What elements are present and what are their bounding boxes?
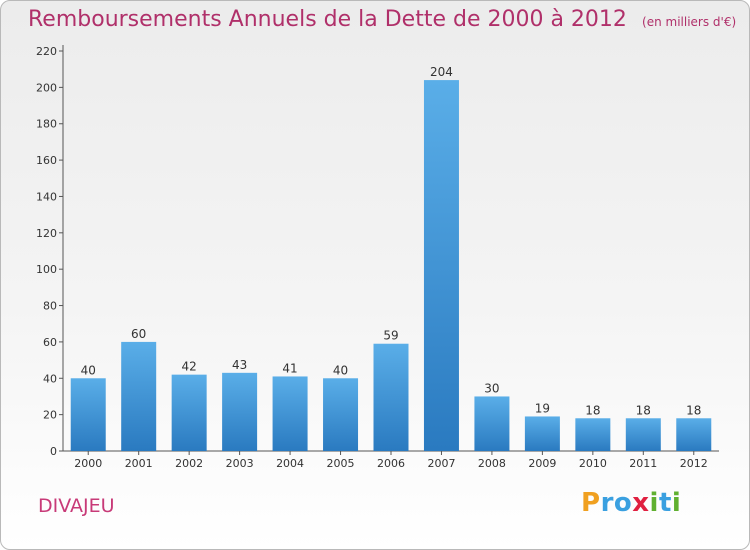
x-tick-label-2008: 2008 xyxy=(478,457,506,470)
y-tick-label: 200 xyxy=(36,81,57,94)
chart-unit: (en milliers d'€) xyxy=(642,15,737,29)
bar-2005 xyxy=(323,378,359,451)
x-tick-label-2012: 2012 xyxy=(680,457,708,470)
y-tick-label: 0 xyxy=(50,445,57,458)
x-tick-label-2004: 2004 xyxy=(276,457,304,470)
y-tick-label: 100 xyxy=(36,263,57,276)
y-tick-label: 40 xyxy=(43,372,57,385)
value-label-2008: 30 xyxy=(484,381,499,395)
value-label-2000: 40 xyxy=(81,363,96,377)
value-label-2012: 18 xyxy=(686,403,701,417)
bars xyxy=(70,80,712,451)
bar-2008 xyxy=(474,396,510,451)
x-tick-label-2010: 2010 xyxy=(579,457,607,470)
value-labels: 40 60 42 43 41 40 59 204 30 19 18 18 18 xyxy=(81,65,702,417)
y-tick-label: 20 xyxy=(43,409,57,422)
logo-letter: i xyxy=(649,488,659,518)
logo-letter: P xyxy=(581,488,601,518)
logo-letter: t xyxy=(658,488,672,518)
value-label-2011: 18 xyxy=(636,403,651,417)
x-tick-label-2002: 2002 xyxy=(175,457,203,470)
bar-2004 xyxy=(272,376,308,451)
x-tick-label-2001: 2001 xyxy=(125,457,153,470)
logo-letter: i xyxy=(671,488,682,518)
bar-2006 xyxy=(373,343,409,451)
y-tick-label: 160 xyxy=(36,154,57,167)
bar-2002 xyxy=(171,374,207,451)
bar-2011 xyxy=(625,418,661,451)
bar-2009 xyxy=(524,416,560,451)
x-tick-label-2009: 2009 xyxy=(528,457,556,470)
bar-2012 xyxy=(676,418,712,451)
bar-2000 xyxy=(70,378,106,451)
x-tick-label-2000: 2000 xyxy=(74,457,102,470)
value-label-2005: 40 xyxy=(333,363,348,377)
x-tick-label-2011: 2011 xyxy=(629,457,657,470)
y-tick-label: 220 xyxy=(36,45,57,58)
y-tick-label: 140 xyxy=(36,190,57,203)
bar-2007 xyxy=(423,80,459,451)
bar-2001 xyxy=(121,341,157,451)
x-tick-label-2006: 2006 xyxy=(377,457,405,470)
x-tick-label-2003: 2003 xyxy=(226,457,254,470)
y-tick-label: 120 xyxy=(36,227,57,240)
bar-2010 xyxy=(575,418,611,451)
y-tick-label: 180 xyxy=(36,118,57,131)
value-label-2010: 18 xyxy=(585,403,600,417)
x-tick-label-2007: 2007 xyxy=(427,457,455,470)
value-label-2002: 42 xyxy=(182,360,197,374)
y-tick-label: 60 xyxy=(43,336,57,349)
value-label-2006: 59 xyxy=(383,329,398,343)
bar-2003 xyxy=(222,372,258,451)
value-label-2004: 41 xyxy=(282,361,297,375)
chart-title-block: Remboursements Annuels de la Dette de 20… xyxy=(28,7,736,32)
logo-letter: x xyxy=(632,488,650,518)
value-label-2009: 19 xyxy=(535,401,550,415)
y-tick-label: 80 xyxy=(43,300,57,313)
commune-name: DIVAJEU xyxy=(38,495,115,517)
logo-letter: r xyxy=(600,488,614,518)
proxiti-logo: Proxiti xyxy=(581,488,681,518)
axes: 0 20 40 60 80 100 120 140 160 180 200 220 2000 2001 20… xyxy=(36,45,719,470)
value-label-2003: 43 xyxy=(232,358,247,372)
chart-title: Remboursements Annuels de la Dette de 20… xyxy=(28,7,627,32)
x-tick-label-2005: 2005 xyxy=(327,457,355,470)
value-label-2007: 204 xyxy=(430,65,453,79)
value-label-2001: 60 xyxy=(131,327,146,341)
logo-letter: o xyxy=(613,488,633,518)
